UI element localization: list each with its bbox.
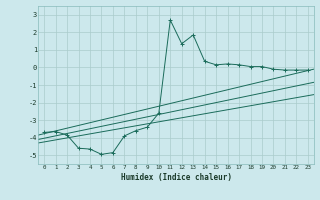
X-axis label: Humidex (Indice chaleur): Humidex (Indice chaleur) (121, 173, 231, 182)
